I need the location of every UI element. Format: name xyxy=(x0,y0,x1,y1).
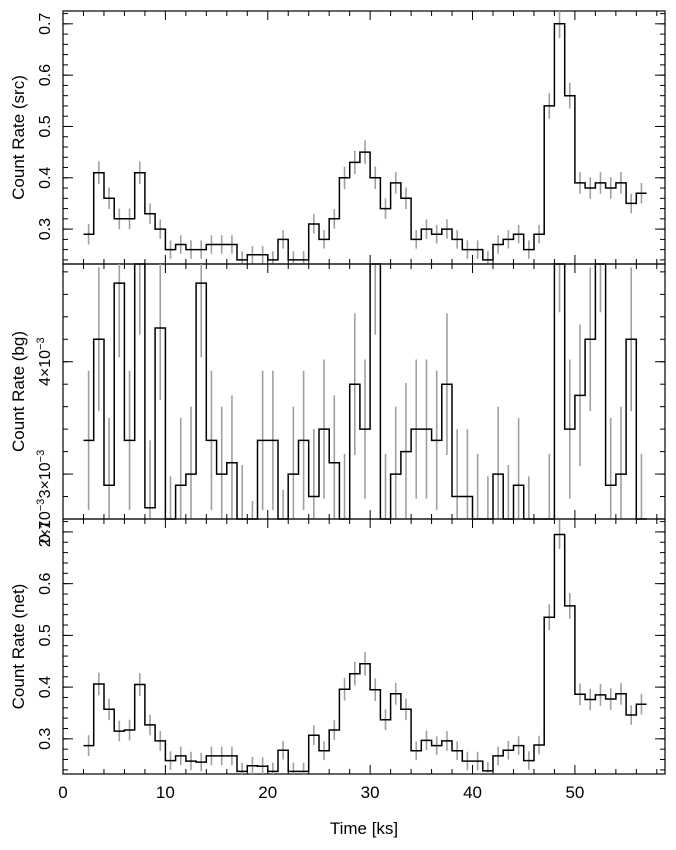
y-tick-label-src: 0.3 xyxy=(37,218,54,240)
y-tick-label-net: 0.4 xyxy=(37,676,54,698)
y-tick-label-net: 0.5 xyxy=(37,624,54,646)
y-tick-label-src: 0.7 xyxy=(37,13,54,35)
y-tick-label-bg: 4×10−3 xyxy=(35,337,54,386)
y-tick-label-net: 0.6 xyxy=(37,572,54,594)
x-tick-label: 10 xyxy=(156,783,175,802)
plot-frame-bg xyxy=(62,263,666,520)
y-axis-label-net: Count Rate (net) xyxy=(9,584,28,710)
step-line-src xyxy=(83,23,647,261)
y-tick-label-src: 0.4 xyxy=(37,167,54,189)
y-tick-label-net: 0.7 xyxy=(37,521,54,543)
x-tick-label: 30 xyxy=(361,783,380,802)
x-tick-label: 20 xyxy=(258,783,277,802)
step-line-net xyxy=(83,533,647,773)
y-axis-label-src: Count Rate (src) xyxy=(9,75,28,200)
y-tick-label-bg: 3×10−3 xyxy=(35,450,54,499)
y-tick-label-bg: 2×10−3 xyxy=(35,499,54,548)
y-tick-label-src: 0.6 xyxy=(37,64,54,86)
x-tick-label: 50 xyxy=(565,783,584,802)
x-tick-label: 40 xyxy=(463,783,482,802)
y-tick-label-src: 0.5 xyxy=(37,115,54,137)
y-axis-label-bg: Count Rate (bg) xyxy=(9,331,28,452)
y-tick-label-net: 0.3 xyxy=(37,728,54,750)
plot-frame-net xyxy=(62,518,666,775)
x-tick-label: 0 xyxy=(58,783,67,802)
x-axis-label: Time [ks] xyxy=(330,819,398,838)
